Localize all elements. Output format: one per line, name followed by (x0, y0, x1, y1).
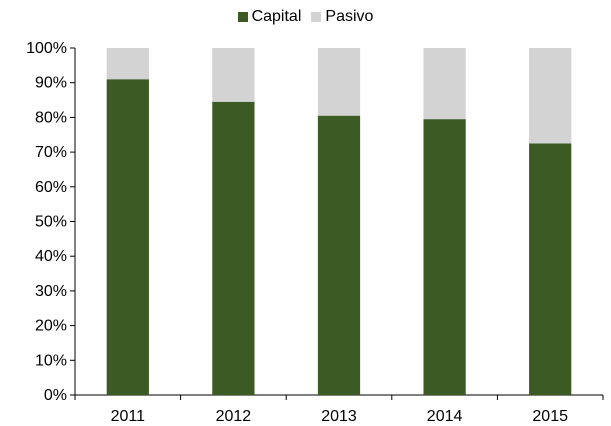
x-tick-label: 2013 (321, 408, 357, 421)
y-tick-label: 30% (35, 283, 67, 300)
legend-swatch-capital (237, 12, 248, 22)
legend-item-capital: Capital (237, 8, 302, 26)
legend: Capital Pasivo (0, 8, 611, 26)
y-tick-label: 100% (26, 40, 67, 57)
x-tick-label: 2015 (532, 408, 568, 421)
y-tick-label: 40% (35, 248, 67, 265)
x-tick-label: 2012 (216, 408, 252, 421)
y-axis: 0% 10% 20% 30% 40% 50% 60% 70% 80% 90% 100% (26, 40, 76, 404)
y-tick-label: 0% (44, 387, 67, 404)
y-tick-label: 60% (35, 179, 67, 196)
y-tick-label: 20% (35, 318, 67, 335)
bar-capital-2011 (106, 79, 149, 395)
y-tick-label: 10% (35, 352, 67, 369)
legend-label-pasivo: Pasivo (325, 8, 374, 25)
bar-pasivo-2013 (317, 48, 361, 116)
bar-pasivo-2011 (106, 48, 149, 80)
y-tick-label: 90% (35, 75, 67, 92)
bar-pasivo-2012 (212, 48, 255, 102)
bar-capital-2012 (212, 101, 255, 395)
x-tick-label: 2011 (111, 408, 146, 421)
bar-capital-2014 (423, 119, 466, 395)
bars (106, 48, 572, 395)
y-tick-label: 80% (35, 109, 67, 126)
bar-capital-2013 (317, 115, 361, 395)
x-tick-label: 2014 (427, 408, 463, 421)
legend-label-capital: Capital (251, 8, 302, 25)
bar-capital-2015 (529, 143, 572, 395)
x-axis: 2011 2012 2013 2014 2015 (74, 394, 604, 425)
y-tick-label: 70% (35, 144, 67, 161)
bar-pasivo-2014 (423, 48, 466, 120)
legend-swatch-pasivo (311, 12, 322, 22)
legend-item-pasivo: Pasivo (311, 8, 373, 26)
y-tick-label: 50% (35, 214, 67, 231)
bar-pasivo-2015 (529, 48, 572, 144)
